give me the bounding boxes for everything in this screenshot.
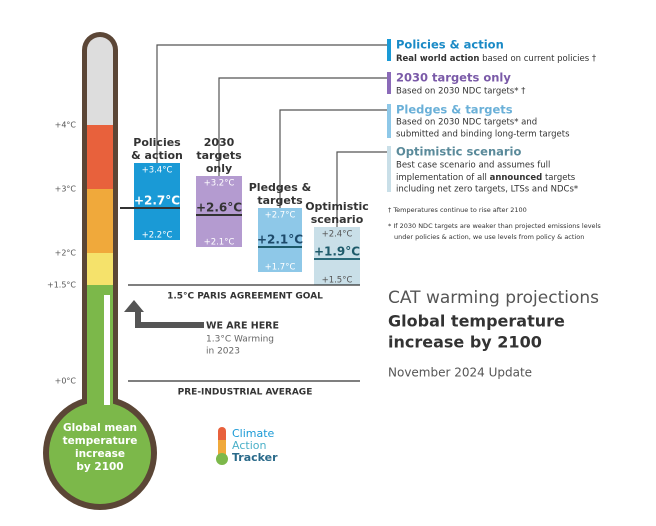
preindustrial-label: PRE-INDUSTRIAL AVERAGE	[178, 388, 313, 398]
bar	[196, 176, 242, 247]
scenario-title: targets	[196, 149, 242, 162]
legend-text: Best case scenario and assumes full	[396, 161, 550, 171]
value: +2.2°C	[142, 231, 173, 241]
here-text: in 2023	[206, 347, 240, 357]
scenario-title: only	[206, 162, 232, 175]
value: +2.1°C	[204, 238, 235, 248]
legend-title: Optimistic scenario	[396, 145, 521, 159]
tick: +0°C	[55, 377, 77, 386]
logo: Climate Action Tracker	[216, 427, 278, 465]
tick: +2°C	[55, 249, 77, 258]
tick: +4°C	[55, 121, 77, 130]
scenario-title: Policies	[133, 136, 181, 149]
legend-title: 2030 targets only	[396, 71, 511, 85]
update: November 2024 Update	[388, 366, 532, 380]
here-text: 1.3°C Warming	[206, 335, 274, 345]
bar	[258, 208, 302, 272]
thermometer	[43, 32, 157, 510]
tick: +1.5°C	[47, 281, 76, 290]
scenario-title: scenario	[311, 213, 364, 226]
bulb-text: increase	[75, 448, 125, 460]
bar	[134, 163, 180, 240]
text: based on current policies †	[479, 54, 596, 64]
value: +2.4°C	[322, 230, 353, 240]
text: Real world action	[396, 54, 479, 64]
text: Tracker	[232, 451, 278, 464]
note: under policies & action, we use levels f…	[394, 233, 584, 241]
paris-label: 1.5°C PARIS AGREEMENT GOAL	[167, 292, 323, 302]
value: +2.7°C	[265, 211, 296, 221]
scenario-title: 2030	[204, 136, 235, 149]
arrow	[124, 300, 204, 328]
text: implementation of all	[396, 173, 490, 183]
value: +2.7°C	[134, 194, 180, 208]
value: +1.7°C	[265, 263, 296, 273]
value: +1.9°C	[314, 245, 360, 259]
legend-text: Real world action based on current polic…	[396, 54, 597, 64]
bar	[314, 227, 360, 285]
heading: CAT warming projections	[388, 288, 599, 308]
text: announced	[490, 173, 543, 183]
bulb-text: by 2100	[76, 461, 123, 473]
note: * If 2030 NDC targets are weaker than pr…	[388, 222, 601, 230]
legend-text: implementation of all announced targets	[396, 173, 576, 183]
value: +2.1°C	[257, 233, 303, 247]
text: Action	[232, 439, 266, 452]
bulb-text: temperature	[63, 435, 138, 447]
value: +3.2°C	[204, 179, 235, 189]
legend-title: Pledges & targets	[396, 103, 513, 117]
legend-text: submitted and binding long-term targets	[396, 130, 570, 140]
scenario-title: Optimistic	[305, 200, 369, 213]
legend-title: Policies & action	[396, 38, 504, 52]
value: +3.4°C	[142, 166, 173, 176]
scenario-title: Pledges &	[249, 181, 312, 194]
note: † Temperatures continue to rise after 21…	[388, 206, 527, 214]
value: +2.6°C	[196, 201, 242, 215]
legend-text: including net zero targets, LTSs and NDC…	[396, 185, 578, 195]
text: targets	[542, 173, 576, 183]
here-title: WE ARE HERE	[206, 321, 279, 332]
heading: Global temperature	[388, 312, 565, 331]
connector	[156, 44, 388, 227]
scenario-title: targets	[257, 194, 303, 207]
text: Climate	[232, 427, 275, 440]
value: +1.5°C	[322, 276, 353, 286]
scenario-title: & action	[131, 149, 183, 162]
tick: +3°C	[55, 185, 77, 194]
legend-text: Based on 2030 NDC targets* †	[396, 87, 526, 97]
legend-text: Based on 2030 NDC targets* and	[396, 118, 537, 128]
bulb-text: Global mean	[63, 422, 137, 434]
heading: increase by 2100	[388, 333, 542, 352]
